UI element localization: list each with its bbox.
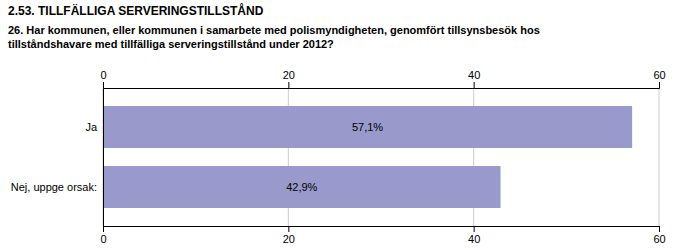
tick: 20: [283, 226, 295, 245]
tick-label: 40: [468, 233, 480, 245]
y-axis: Ja Nej, uppge orsak:: [11, 89, 104, 227]
tick: 40: [468, 69, 480, 88]
axis-line: [103, 89, 104, 227]
x-axis-top: 0 20 40 60: [100, 69, 665, 89]
bar: [103, 166, 501, 208]
tick-mark: [659, 226, 660, 232]
tick-mark: [474, 82, 475, 88]
grid: [103, 88, 659, 226]
tick: 60: [653, 226, 665, 245]
tick-mark: [103, 82, 104, 88]
subtitle-line: 26. Har kommunen, eller kommunen i samar…: [8, 24, 540, 36]
grid-line: [103, 88, 104, 226]
tick-label: 20: [283, 233, 295, 245]
tick-label: 40: [468, 69, 480, 81]
tick: 20: [283, 69, 295, 88]
tick: 0: [100, 69, 106, 88]
tick-label: 0: [100, 233, 106, 245]
tick: Ja: [85, 121, 103, 133]
tick-mark: [474, 226, 475, 232]
data-label: 57,1%: [352, 121, 383, 133]
tick-label: 0: [100, 69, 106, 81]
tick: 40: [468, 226, 480, 245]
axis-line: [104, 82, 660, 89]
tick-mark: [103, 226, 104, 232]
tick: Nej, uppge orsak:: [11, 181, 103, 193]
tick-label: 60: [653, 69, 665, 81]
data-labels: 57,1% 42,9%: [286, 121, 383, 193]
tick-label: Nej, uppge orsak:: [11, 181, 97, 193]
tick-mark: [288, 82, 289, 88]
plot: 0 20 40 60 0 20 40 60 Ja Nej, uppge orsak: 57,1% 42…: [11, 69, 666, 245]
tick-label: 20: [283, 69, 295, 81]
axis-line: [104, 227, 660, 233]
data-label: 42,9%: [286, 181, 317, 193]
subtitle: 26. Har kommunen, eller kommunen i samar…: [8, 24, 540, 50]
tick-mark: [288, 226, 289, 232]
tick-mark: [659, 82, 660, 88]
tick-label: Ja: [85, 121, 98, 133]
bar: [103, 106, 632, 148]
title: 2.53. TILLFÄLLIGA SERVERINGSTILLSTÅND: [8, 3, 264, 18]
chart: 2.53. TILLFÄLLIGA SERVERINGSTILLSTÅND 26.…: [0, 0, 681, 250]
grid-line: [659, 88, 660, 226]
bars: [103, 106, 632, 208]
x-axis: 0 20 40 60: [100, 226, 665, 245]
tick: 60: [653, 69, 665, 88]
subtitle-line: tillståndshavare med tillfälliga serveri…: [8, 38, 334, 50]
tick: 0: [100, 226, 106, 245]
tick-label: 60: [653, 233, 665, 245]
